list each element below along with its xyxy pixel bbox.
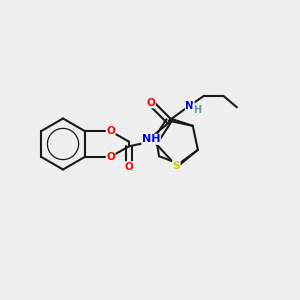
Text: N: N [185,101,194,111]
Text: NH: NH [142,134,160,144]
Text: S: S [172,161,180,171]
Text: O: O [106,126,115,136]
Text: O: O [106,152,115,162]
Text: H: H [193,105,201,115]
Text: O: O [146,98,155,108]
Text: O: O [125,162,134,172]
